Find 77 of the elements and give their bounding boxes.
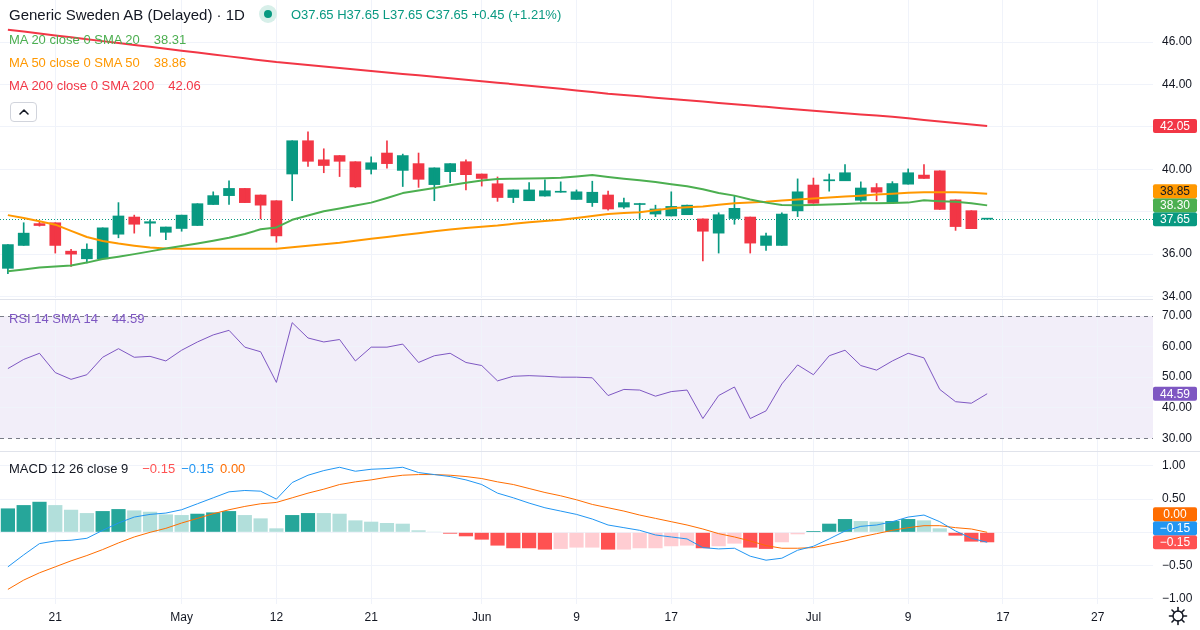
bar [743, 532, 758, 548]
bar [158, 514, 173, 532]
y-tick-label: 60.00 [1162, 338, 1193, 353]
bar [916, 520, 932, 532]
text: 38.30 [1159, 197, 1191, 212]
y-tick-label: 70.00 [1162, 308, 1193, 323]
annotation: 44.59 [111, 311, 145, 326]
bar [837, 519, 853, 532]
chart-title: Generic Sweden AB (Delayed) · 1D [9, 5, 245, 23]
y-tick-label: −0.50 [1162, 557, 1193, 572]
annotation: 38.31 [153, 32, 187, 47]
annotation: −0.15 [142, 461, 176, 476]
y-tick-label: 30.00 [1162, 430, 1193, 445]
annotation: 42.06 [168, 78, 201, 93]
y-tick-label: 40.00 [1162, 161, 1193, 176]
y-tick-label: 44.00 [1162, 76, 1193, 91]
candlestick [554, 181, 567, 193]
x-tick-label: Jun [472, 609, 492, 624]
bar [932, 528, 947, 532]
text: 0.00 [1163, 507, 1187, 522]
text: 44.59 [1159, 386, 1191, 401]
x-tick-label: 21 [48, 609, 63, 624]
bar [758, 532, 774, 549]
x-tick-label: May [170, 609, 193, 624]
annotation: 0.00 [220, 461, 246, 476]
bar [522, 532, 537, 549]
bar [79, 513, 94, 532]
text: −0.15 [1159, 521, 1191, 536]
x-tick-label: 9 [573, 609, 581, 624]
text: 38.85 [1159, 183, 1191, 198]
x-tick-label: 17 [664, 609, 679, 624]
text: RSI 14 SMA 14 [9, 311, 98, 326]
text: −0.15 [1159, 535, 1191, 550]
bar [174, 515, 189, 532]
y-tick-label: 50.00 [1162, 369, 1193, 384]
text: MA 200 close 0 SMA 200 [9, 78, 155, 93]
y-tick-label: 36.00 [1162, 246, 1193, 261]
bar [221, 511, 237, 532]
bar [616, 532, 631, 550]
text: MA 50 close 0 SMA 50 [9, 55, 140, 70]
y-tick-label: 34.00 [1162, 288, 1193, 303]
candlestick [933, 170, 946, 210]
bar [0, 508, 16, 532]
x-tick-label: 27 [1091, 609, 1105, 624]
bar [600, 532, 616, 550]
y-tick-label: −1.00 [1162, 591, 1193, 605]
legend-title: MACD 12 26 close 9 [9, 461, 129, 476]
candlestick [902, 168, 915, 185]
candlestick [238, 188, 251, 203]
bar [285, 515, 300, 532]
candlestick [317, 148, 330, 174]
x-tick-label: 21 [364, 609, 379, 624]
x-tick-label: Jul [805, 609, 822, 624]
y-tick-label: 1.00 [1162, 458, 1186, 473]
x-tick-label: 12 [269, 609, 284, 624]
bar [364, 521, 379, 532]
annotation: 38.86 [153, 55, 187, 70]
bar [379, 523, 395, 532]
y-tick-label: 40.00 [1162, 400, 1193, 415]
bar [774, 532, 789, 543]
bar [63, 509, 79, 532]
ref-line-label: 37.65 [1159, 211, 1191, 226]
annotation: −0.15 [181, 461, 215, 476]
x-tick-label: 9 [904, 609, 912, 624]
bar [48, 505, 63, 532]
bar [127, 510, 142, 532]
text: O37.65 H37.65 L37.65 C37.65 +0.45 (+1.21%) [290, 6, 562, 22]
candlestick [207, 191, 220, 205]
y-tick-label: 46.00 [1162, 34, 1193, 49]
y-tick-label: 0.50 [1162, 491, 1186, 506]
candlestick [365, 156, 377, 175]
text: 42.05 [1159, 118, 1191, 133]
x-tick-label: 17 [996, 609, 1010, 624]
bar [537, 532, 553, 550]
bar [237, 515, 252, 532]
candlestick [823, 173, 836, 192]
bar [300, 513, 316, 532]
